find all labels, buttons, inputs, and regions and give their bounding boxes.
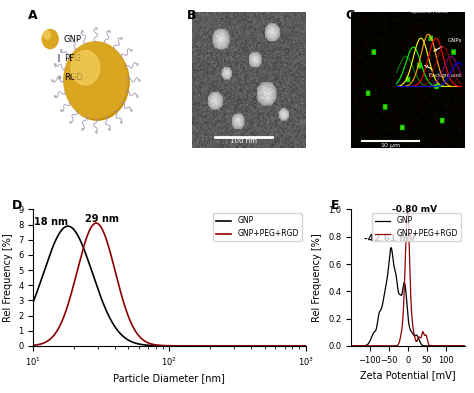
Text: B: B xyxy=(186,9,196,22)
Circle shape xyxy=(65,44,129,120)
GNP xyxy=(119,333,125,338)
Text: 18 nm: 18 nm xyxy=(34,217,68,227)
GNP+PEG+RGD xyxy=(230,343,236,348)
GNP+PEG+RGD xyxy=(303,343,309,348)
GNP xyxy=(462,343,467,348)
GNP xyxy=(128,339,134,344)
GNP xyxy=(303,343,309,348)
GNP+PEG+RGD xyxy=(119,294,125,298)
GNP xyxy=(392,266,397,271)
GNP+PEG+RGD xyxy=(93,221,99,226)
GNP xyxy=(397,292,402,297)
GNP xyxy=(361,343,367,348)
Text: -0.80 mV: -0.80 mV xyxy=(392,205,438,214)
Text: 29 nm: 29 nm xyxy=(85,214,119,224)
Legend: GNP, GNP+PEG+RGD: GNP, GNP+PEG+RGD xyxy=(213,213,302,241)
GNP+PEG+RGD xyxy=(128,320,134,325)
GNP+PEG+RGD xyxy=(293,343,299,348)
X-axis label: Particle Diameter [nm]: Particle Diameter [nm] xyxy=(113,373,225,384)
Text: C: C xyxy=(346,9,355,22)
Text: Background: Background xyxy=(425,66,461,78)
GNP+PEG+RGD xyxy=(447,343,453,348)
Y-axis label: Rel Frequency [%]: Rel Frequency [%] xyxy=(312,233,322,322)
GNP xyxy=(65,224,71,228)
GNP xyxy=(348,343,354,348)
Line: GNP+PEG+RGD: GNP+PEG+RGD xyxy=(351,212,465,346)
Circle shape xyxy=(71,51,100,85)
GNP+PEG+RGD xyxy=(405,210,410,215)
Line: GNP: GNP xyxy=(351,248,465,346)
GNP+PEG+RGD xyxy=(459,343,465,348)
GNP+PEG+RGD xyxy=(361,343,367,348)
Text: -42.61 mV: -42.61 mV xyxy=(364,234,416,243)
Text: 10 $\mu$m: 10 $\mu$m xyxy=(380,141,401,150)
Legend: GNP, GNP+PEG+RGD: GNP, GNP+PEG+RGD xyxy=(372,213,461,241)
GNP xyxy=(293,343,299,348)
Line: GNP: GNP xyxy=(0,226,306,346)
GNP xyxy=(293,343,299,348)
Text: E: E xyxy=(330,198,339,211)
GNP xyxy=(230,343,236,348)
GNP+PEG+RGD xyxy=(462,343,467,348)
GNP+PEG+RGD xyxy=(368,343,374,348)
Text: GNPs: GNPs xyxy=(434,38,462,51)
GNP+PEG+RGD xyxy=(293,343,299,348)
GNP+PEG+RGD xyxy=(397,339,402,344)
GNP+PEG+RGD xyxy=(392,343,397,348)
GNP xyxy=(447,343,453,348)
Text: 100 nm: 100 nm xyxy=(230,138,257,144)
X-axis label: Zeta Potential [mV]: Zeta Potential [mV] xyxy=(360,370,456,380)
Text: GNP: GNP xyxy=(64,35,82,44)
Circle shape xyxy=(64,42,128,118)
Text: A: A xyxy=(27,9,37,22)
Text: D: D xyxy=(11,198,22,211)
Line: GNP+PEG+RGD: GNP+PEG+RGD xyxy=(0,223,306,346)
GNP xyxy=(368,337,374,342)
Text: RGD: RGD xyxy=(64,73,82,82)
Circle shape xyxy=(44,31,50,39)
GNP xyxy=(459,343,465,348)
Y-axis label: Rel Frequency [%]: Rel Frequency [%] xyxy=(2,233,12,322)
GNP xyxy=(388,245,394,250)
Circle shape xyxy=(42,29,58,49)
GNP+PEG+RGD xyxy=(348,343,354,348)
Text: PEG: PEG xyxy=(64,54,81,62)
